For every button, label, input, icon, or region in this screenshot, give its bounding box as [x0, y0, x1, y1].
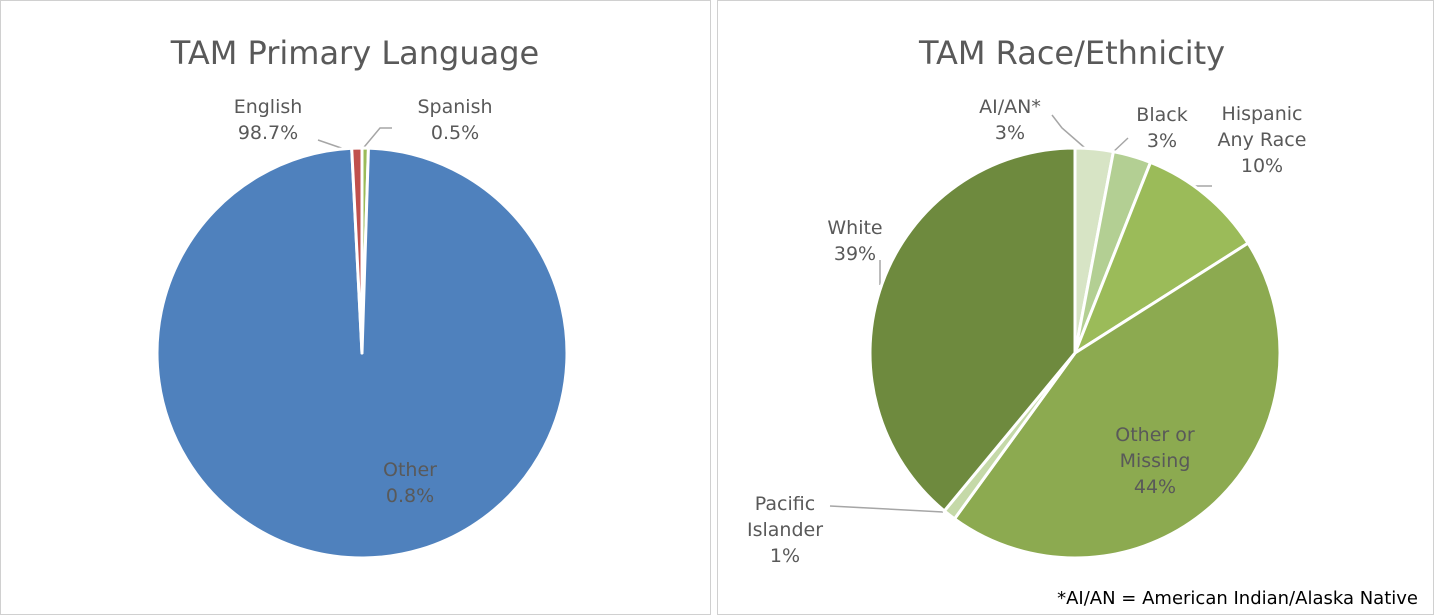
chart-title: TAM Primary Language	[170, 34, 540, 72]
pie-slice	[350, 146, 364, 355]
data-label: Other or Missing 44%	[1100, 422, 1210, 500]
value-label: 44%	[1133, 476, 1177, 498]
value-label: 3%	[994, 122, 1026, 144]
data-label: Pacific Islander 1%	[738, 491, 833, 569]
leader-line	[359, 127, 392, 153]
category-label: Hispanic Any Race	[1217, 103, 1307, 151]
category-label: Spanish	[417, 96, 493, 118]
data-label: Spanish 0.5%	[410, 94, 500, 146]
data-label: AI/AN* 3%	[970, 94, 1050, 146]
footnote: *AI/AN = American Indian/Alaska Native	[1057, 588, 1418, 609]
data-label: Hispanic Any Race 10%	[1207, 101, 1317, 179]
pie-slice	[868, 146, 1077, 513]
value-label: 10%	[1240, 155, 1284, 177]
category-label: White	[827, 217, 883, 239]
value-label: 98.7%	[237, 122, 299, 144]
value-label: 3%	[1146, 130, 1178, 152]
data-label: Other 0.8%	[360, 457, 460, 509]
pie-slice	[953, 241, 1282, 560]
value-label: 39%	[833, 243, 877, 265]
data-label: White 39%	[815, 215, 895, 267]
category-label: Other or Missing	[1115, 424, 1195, 472]
pie-slice	[1073, 160, 1250, 355]
category-label: Other	[383, 459, 437, 481]
value-label: 1%	[769, 545, 801, 567]
leader-line	[829, 505, 944, 513]
data-label: Black 3%	[1132, 102, 1192, 154]
value-label: 0.5%	[430, 122, 480, 144]
category-label: Black	[1136, 104, 1188, 126]
category-label: AI/AN*	[979, 96, 1041, 118]
category-label: Pacific Islander	[746, 493, 824, 541]
data-label: English 98.7%	[228, 94, 308, 146]
chart-title: TAM Race/Ethnicity	[918, 34, 1226, 72]
value-label: 0.8%	[385, 485, 435, 507]
category-label: English	[233, 96, 303, 118]
leader-line	[1051, 114, 1086, 149]
